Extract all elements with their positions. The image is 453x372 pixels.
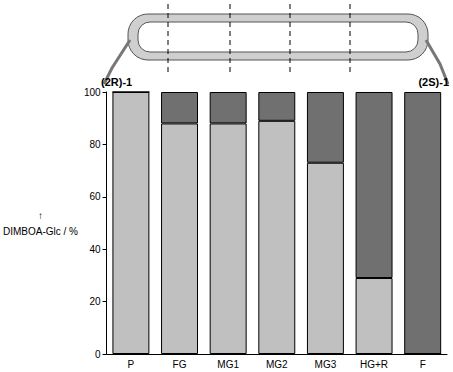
svg-text:MG3: MG3 [315, 359, 337, 370]
svg-text:40: 40 [89, 244, 101, 255]
svg-text:P: P [128, 359, 135, 370]
svg-text:0: 0 [95, 349, 101, 360]
svg-text:F: F [420, 359, 426, 370]
svg-text:100: 100 [84, 87, 101, 98]
svg-text:↑: ↑ [38, 210, 43, 221]
svg-text:FG: FG [173, 359, 187, 370]
svg-text:20: 20 [89, 296, 101, 307]
svg-text:DIMBOA-Glc / %: DIMBOA-Glc / % [3, 226, 78, 237]
svg-text:60: 60 [89, 191, 101, 202]
svg-text:HG+R: HG+R [360, 359, 388, 370]
svg-text:MG2: MG2 [266, 359, 288, 370]
svg-text:(2S)-1: (2S)-1 [418, 76, 449, 88]
svg-text:(2R)-1: (2R)-1 [101, 76, 132, 88]
svg-text:MG1: MG1 [217, 359, 239, 370]
svg-text:80: 80 [89, 139, 101, 150]
